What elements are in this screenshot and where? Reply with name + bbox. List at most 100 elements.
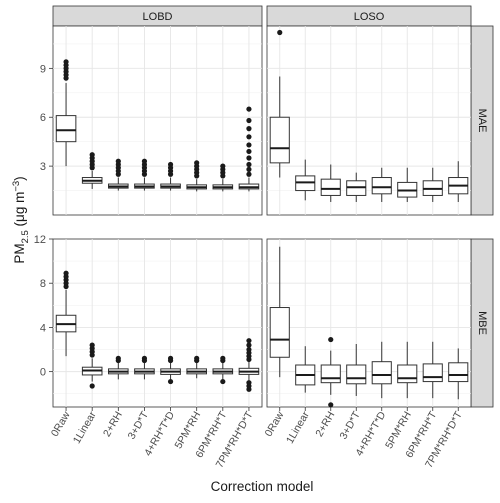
box-6PM*RH*T xyxy=(212,163,234,192)
outlier-point xyxy=(328,336,334,343)
box-iqr xyxy=(320,178,341,196)
outlier-point xyxy=(246,155,252,161)
outlier-point xyxy=(220,378,226,385)
box-iqr xyxy=(448,362,469,383)
outlier-point xyxy=(115,355,121,361)
box-0Raw xyxy=(269,29,290,178)
box-iqr xyxy=(269,307,290,358)
box-6PM*RH*T xyxy=(422,341,443,399)
box-1Linear xyxy=(295,346,316,393)
box-0Raw xyxy=(55,270,77,357)
box-0Raw xyxy=(55,59,77,167)
outlier-point xyxy=(246,161,252,168)
box-iqr xyxy=(371,361,392,385)
outlier-point xyxy=(167,378,174,385)
x-tick-label: 2+RH xyxy=(101,410,125,440)
box-5PM*RH xyxy=(397,341,418,399)
box-1Linear xyxy=(295,159,316,201)
y-title-close: ) xyxy=(12,176,27,181)
outlier-point xyxy=(141,355,148,361)
panel-lobd-mbe xyxy=(52,238,263,408)
outlier-point xyxy=(246,142,252,148)
outlier-point xyxy=(246,126,252,132)
x-tick-label: 1Linear xyxy=(284,409,312,446)
y-title-unit: (μg m xyxy=(12,192,27,231)
outlier-point xyxy=(328,402,334,408)
box-6PM*RH*T xyxy=(422,167,443,202)
box-4+RH*T*D xyxy=(160,355,181,385)
outlier-point xyxy=(277,29,283,36)
x-tick-label: 3+D*T xyxy=(337,409,363,442)
x-tick-label: 0Raw xyxy=(263,409,287,439)
y-tick-label: 8 xyxy=(40,278,46,290)
outlier-point xyxy=(141,158,148,164)
box-3+D*T xyxy=(346,344,367,396)
outlier-point xyxy=(246,166,252,172)
outlier-point xyxy=(246,148,252,155)
box-iqr xyxy=(320,364,341,384)
box-iqr xyxy=(371,177,392,195)
outlier-point xyxy=(194,160,200,166)
y-title-superscript: −3 xyxy=(11,181,22,192)
outlier-point xyxy=(63,270,69,276)
box-2+RH xyxy=(108,355,129,380)
box-5PM*RH xyxy=(397,167,418,202)
y-title-main: PM xyxy=(12,243,27,263)
y-tick-label: 4 xyxy=(40,322,46,334)
box-iqr xyxy=(269,116,290,164)
outlier-point xyxy=(246,117,252,124)
outlier-point xyxy=(246,134,252,140)
y-tick-label: 6 xyxy=(40,112,46,124)
box-4+RH*T*D xyxy=(371,341,392,399)
box-iqr xyxy=(397,364,418,384)
box-7PM*RH*D*T xyxy=(448,161,469,202)
y-tick-label: 3 xyxy=(40,161,46,173)
box-3+D*T xyxy=(134,355,155,380)
outlier-point xyxy=(246,171,252,177)
outlier-point xyxy=(89,152,95,158)
outlier-point xyxy=(220,355,226,361)
panel-loso-mae xyxy=(266,25,472,216)
facet-label-lobd: LOBD xyxy=(143,11,173,23)
outlier-point xyxy=(246,346,252,353)
box-7PM*RH*D*T xyxy=(238,106,260,192)
outlier-point xyxy=(89,383,95,389)
y-axis-title: PM2.5 (μg m−3) xyxy=(11,176,31,263)
box-iqr xyxy=(422,363,443,383)
outlier-point xyxy=(89,342,95,348)
x-tick-label: 2+RH xyxy=(313,410,337,440)
facet-label-mbe: MBE xyxy=(476,311,488,335)
box-1Linear xyxy=(81,152,103,189)
box-3+D*T xyxy=(134,158,155,191)
y-tick-label: 12 xyxy=(34,234,46,246)
outlier-point xyxy=(194,355,200,361)
y-tick-label: 9 xyxy=(40,63,46,75)
box-3+D*T xyxy=(346,172,367,202)
box-2+RH xyxy=(320,164,341,202)
box-4+RH*T*D xyxy=(371,167,392,202)
box-2+RH xyxy=(320,336,341,408)
outlier-point xyxy=(167,355,174,361)
y-tick-label: 0 xyxy=(40,367,46,379)
box-iqr xyxy=(346,364,367,385)
x-tick-label: 1Linear xyxy=(71,409,99,446)
facet-label-mae: MAE xyxy=(476,109,488,133)
box-1Linear xyxy=(81,342,103,389)
box-5PM*RH xyxy=(186,355,207,379)
x-tick-label: 3+D*T xyxy=(126,409,152,442)
box-0Raw xyxy=(269,246,290,378)
outlier-point xyxy=(246,338,252,344)
box-6PM*RH*T xyxy=(212,355,234,385)
outlier-point xyxy=(246,342,252,348)
panel-background xyxy=(52,238,263,408)
outlier-point xyxy=(63,59,69,65)
facet-label-loso: LOSO xyxy=(354,11,385,23)
x-tick-label: 0Raw xyxy=(49,409,73,439)
y-title-subscript: 2.5 xyxy=(20,230,31,243)
outlier-point xyxy=(115,158,121,164)
box-2+RH xyxy=(108,158,129,191)
panel-lobd-mae xyxy=(52,25,263,216)
panel-loso-mbe xyxy=(266,238,472,408)
